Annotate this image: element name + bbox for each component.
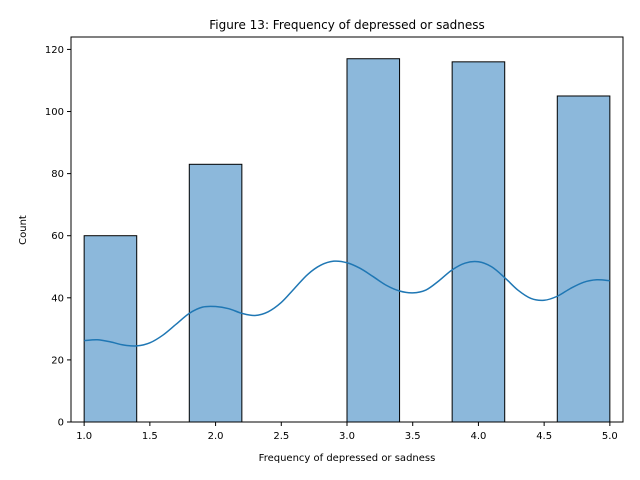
x-axis-label: Frequency of depressed or sadness	[259, 453, 436, 464]
x-tick-label: 1.5	[142, 431, 158, 442]
y-tick-label: 120	[45, 45, 64, 56]
histogram-bar	[557, 96, 610, 422]
x-tick-label: 1.0	[76, 431, 92, 442]
x-tick-label: 4.5	[536, 431, 552, 442]
y-tick-label: 20	[51, 355, 64, 366]
y-tick-label: 60	[51, 231, 64, 242]
y-tick-label: 0	[58, 418, 64, 429]
x-tick-label: 2.0	[208, 431, 224, 442]
histogram-bar	[347, 59, 400, 422]
y-axis-label: Count	[18, 215, 29, 245]
y-tick-label: 40	[51, 293, 64, 304]
histogram-bar	[189, 164, 242, 422]
y-tick-label: 80	[51, 169, 64, 180]
x-tick-label: 5.0	[602, 431, 618, 442]
x-tick-label: 2.5	[273, 431, 289, 442]
x-tick-label: 3.0	[339, 431, 355, 442]
chart-title: Figure 13: Frequency of depressed or sad…	[209, 18, 485, 32]
x-tick-label: 4.0	[470, 431, 486, 442]
histogram-bar	[452, 62, 505, 422]
x-tick-label: 3.5	[405, 431, 421, 442]
histogram-bar	[84, 236, 137, 422]
bars-layer	[84, 59, 610, 422]
y-tick-label: 100	[45, 107, 64, 118]
